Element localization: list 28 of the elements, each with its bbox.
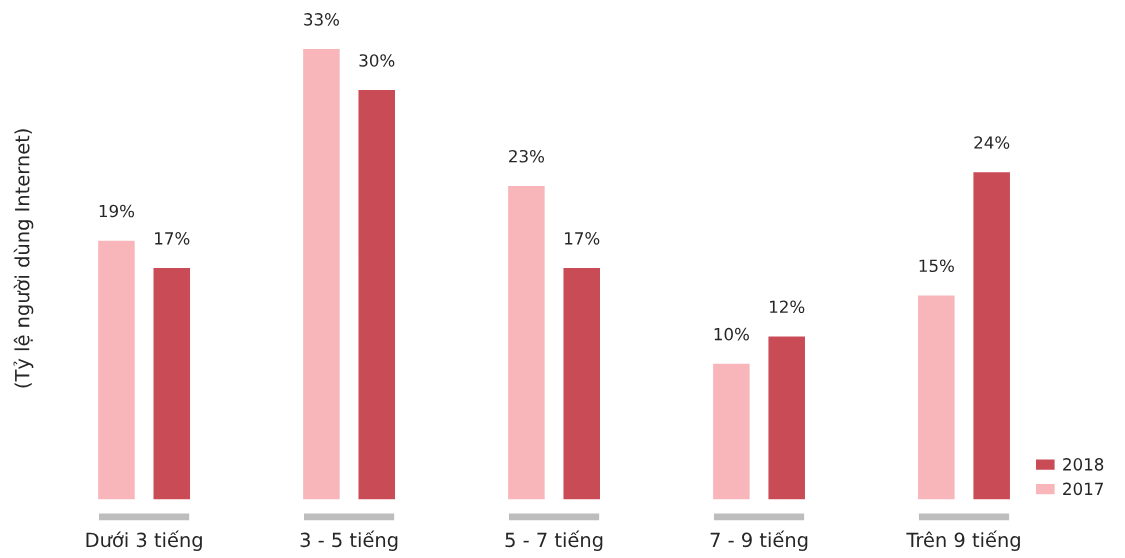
data-label: 17% bbox=[155, 232, 190, 245]
legend-label: 2017 bbox=[1063, 482, 1103, 496]
data-label: 12% bbox=[770, 300, 805, 314]
x-tick-label: 3 - 5 tiếng bbox=[300, 530, 398, 551]
bar bbox=[152, 266, 192, 500]
x-tick-label: 5 - 7 tiếng bbox=[505, 530, 603, 551]
data-label: 24% bbox=[974, 136, 1010, 149]
legend-label: 2018 bbox=[1063, 458, 1104, 471]
data-label: 10% bbox=[714, 327, 749, 341]
data-label: 23% bbox=[509, 149, 544, 163]
bar bbox=[96, 239, 137, 500]
data-label: 17% bbox=[565, 232, 600, 245]
data-label: 19% bbox=[99, 204, 135, 218]
bar bbox=[916, 293, 956, 500]
bar bbox=[562, 266, 602, 500]
x-tick-label: Trên 9 tiếng bbox=[906, 530, 1020, 551]
bar bbox=[711, 362, 752, 500]
x-tick-label: 7 - 9 tiếng bbox=[710, 530, 808, 551]
bar bbox=[972, 170, 1012, 500]
bar bbox=[506, 184, 547, 500]
bar bbox=[301, 47, 342, 500]
data-label: 33% bbox=[304, 13, 340, 26]
x-tick-label: Dưới 3 tiếng bbox=[86, 530, 202, 551]
bar bbox=[357, 88, 397, 500]
y-axis-title: (Tỷ lệ người dùng Internet) bbox=[13, 129, 34, 388]
data-label: 30% bbox=[359, 54, 395, 67]
data-label: 15% bbox=[919, 259, 954, 273]
bar bbox=[767, 335, 807, 500]
